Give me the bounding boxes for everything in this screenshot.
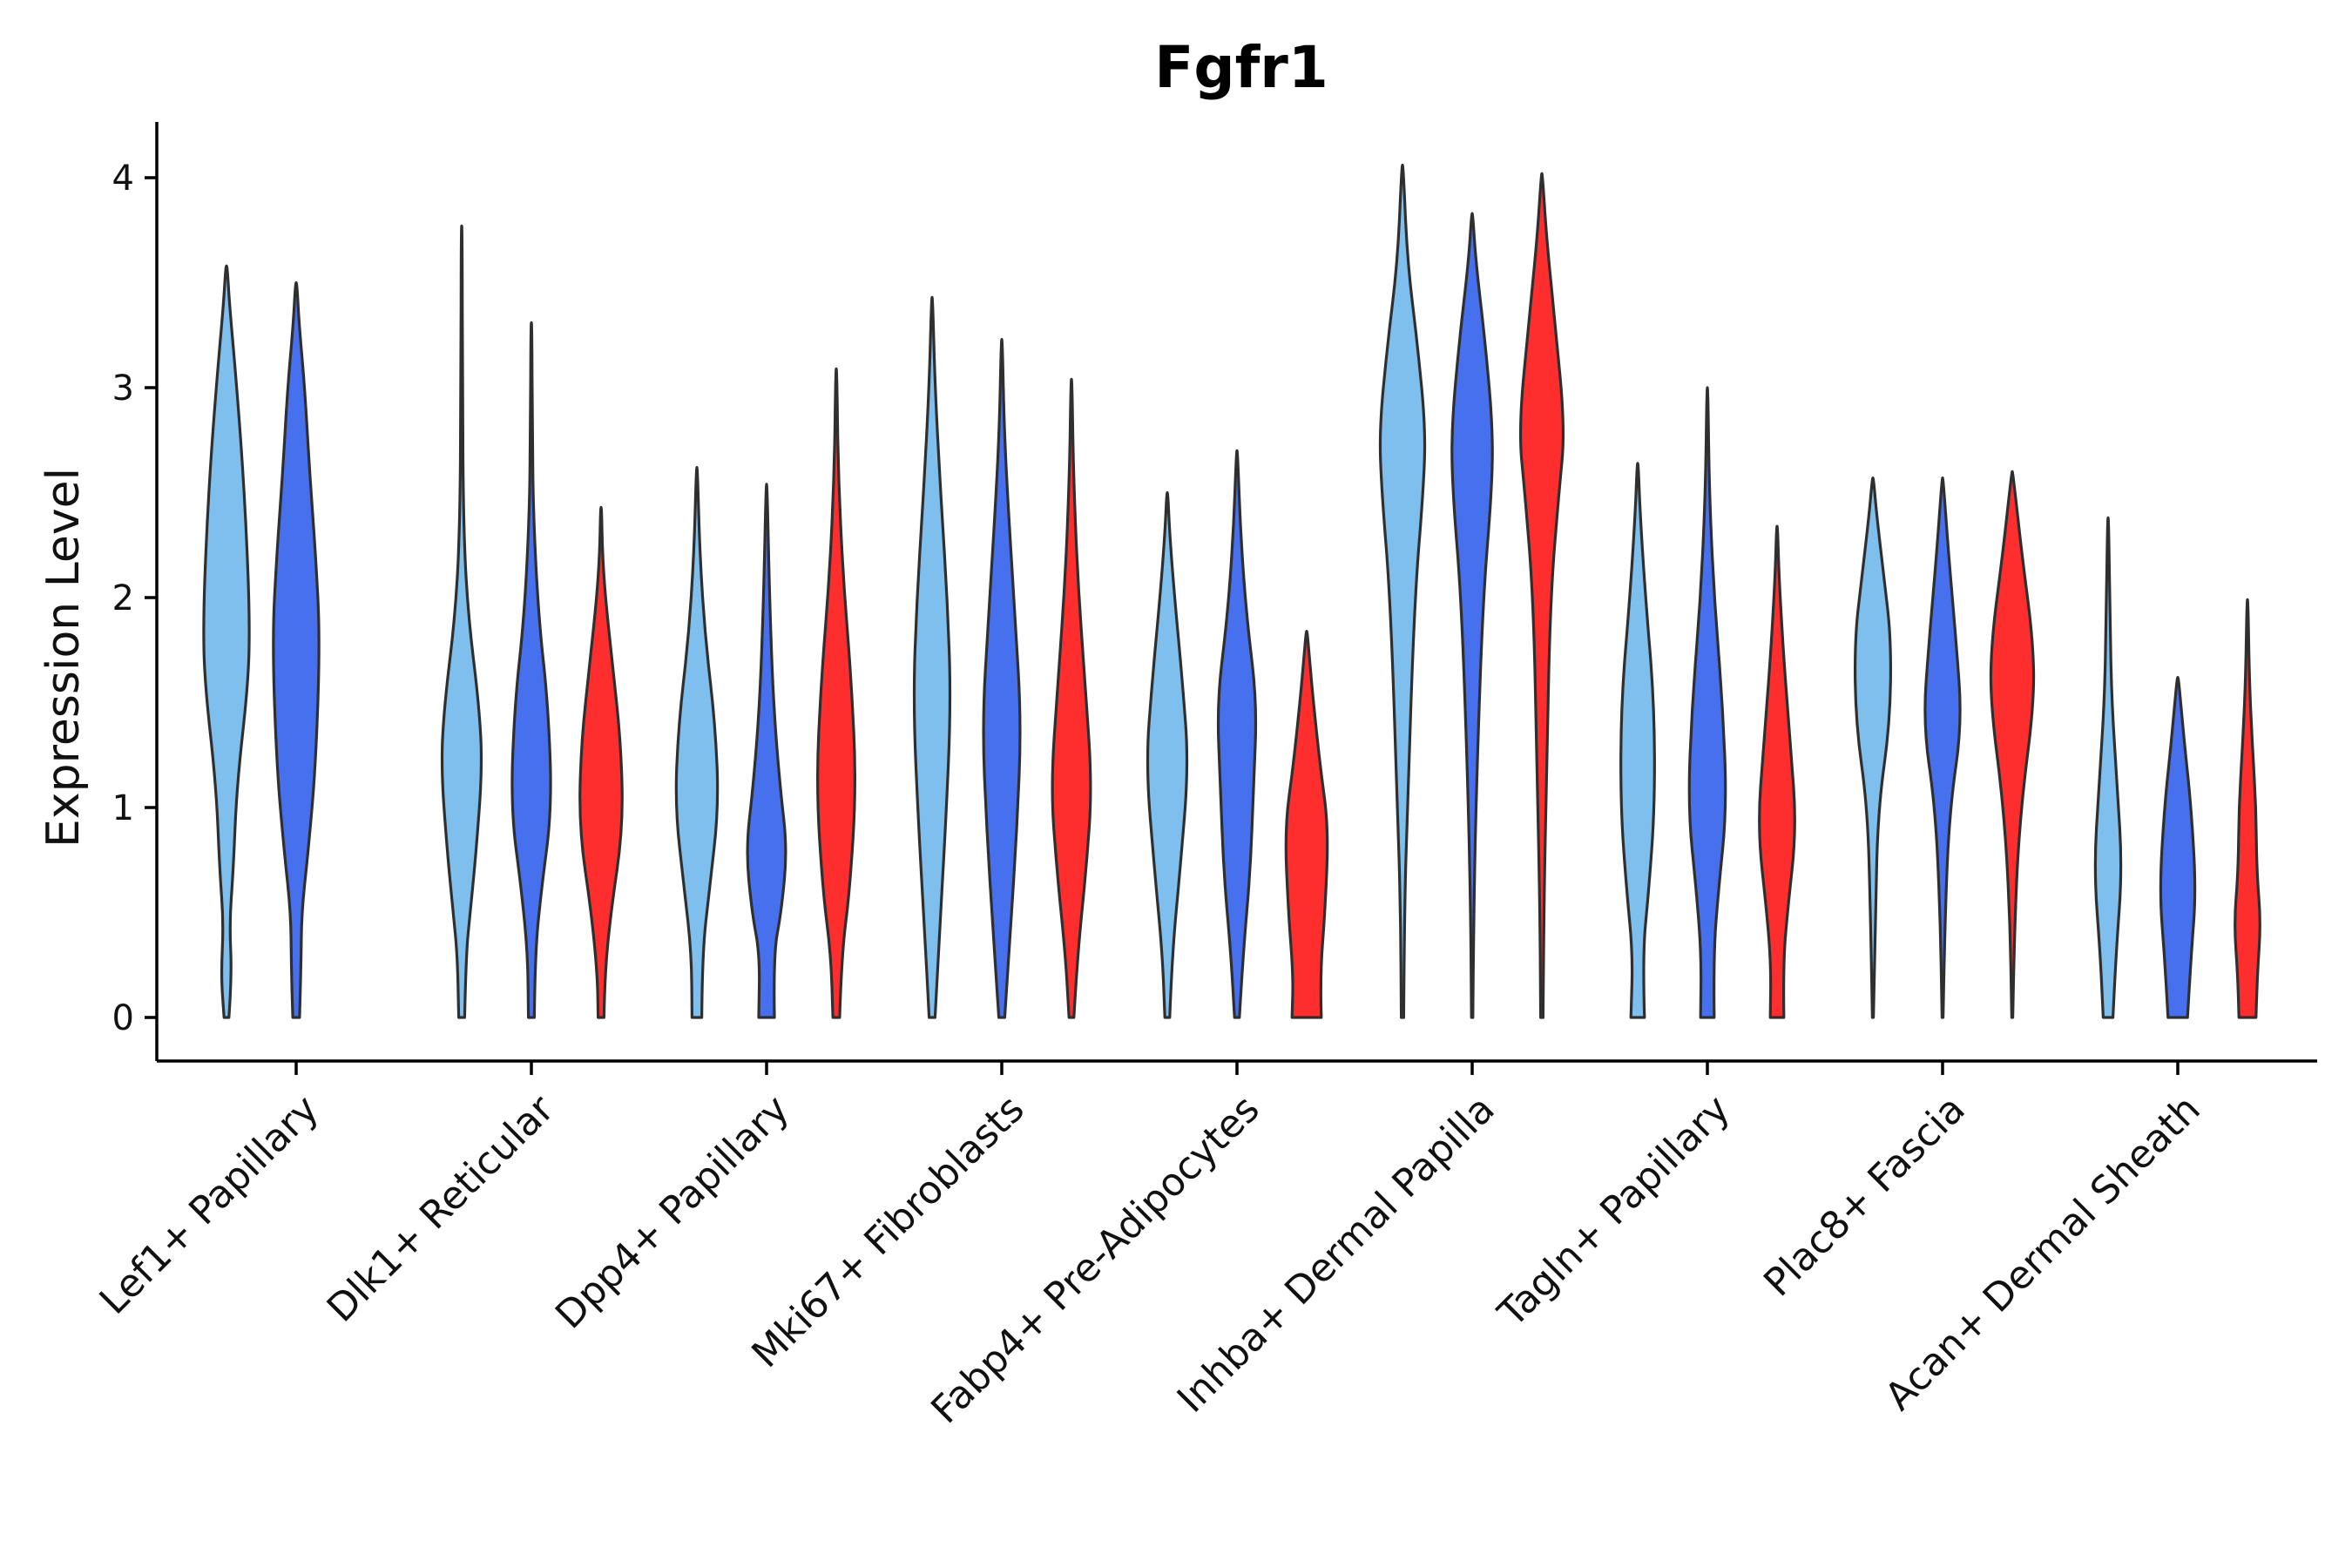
violin-plac8-fascia-group-3 (1989, 470, 2036, 1019)
x-tick-label: Dlk1+ Reticular (319, 1086, 564, 1331)
violin-fabp4-pre-adipocytes-group-2 (1216, 449, 1258, 1019)
y-tick-label: 3 (112, 368, 134, 409)
violin-acan-dermal-sheath-group-1 (2093, 516, 2123, 1019)
y-tick-label: 1 (112, 788, 134, 828)
violin-lef1-papillary-group-1 (202, 264, 251, 1019)
violin-inhba-dermal-papilla-group-1 (1378, 163, 1427, 1019)
violin-inhba-dermal-papilla-group-2 (1450, 212, 1494, 1019)
violin-dlk1-reticular-group-2 (510, 321, 552, 1019)
x-tick-label: Tagln+ Papillary (1490, 1087, 1739, 1336)
violin-inhba-dermal-papilla-group-3 (1518, 172, 1565, 1019)
violin-dpp4-papillary-group-1 (674, 466, 720, 1019)
y-tick-label: 0 (112, 998, 134, 1038)
violin-mki67-fibroblasts-group-3 (1051, 377, 1092, 1019)
violin-lef1-papillary-group-2 (272, 280, 321, 1019)
violin-dlk1-reticular-group-1 (440, 224, 483, 1019)
violin-plac8-fascia-group-1 (1854, 476, 1892, 1019)
violin-dpp4-papillary-group-3 (816, 367, 856, 1019)
y-tick-label: 2 (112, 578, 134, 618)
violin-tagln-papillary-group-3 (1758, 524, 1796, 1019)
y-axis-label: Expression Level (37, 468, 90, 848)
violin-dlk1-reticular-group-3 (578, 505, 624, 1019)
y-tick-label: 4 (112, 159, 134, 199)
chart-title: Fgfr1 (1154, 34, 1328, 101)
violin-tagln-papillary-group-2 (1687, 386, 1727, 1019)
violin-fabp4-pre-adipocytes-group-3 (1284, 630, 1329, 1019)
violin-mki67-fibroblasts-group-1 (912, 295, 952, 1019)
violin-plac8-fascia-group-2 (1923, 476, 1962, 1019)
violin-layer (202, 163, 2261, 1019)
x-tick-label: Dpp4+ Papillary (547, 1087, 798, 1338)
x-tick-label: Lef1+ Papillary (91, 1087, 328, 1323)
violin-mki67-fibroblasts-group-2 (982, 338, 1022, 1019)
x-tick-label: Plac8+ Fascia (1755, 1087, 1974, 1306)
violin-acan-dermal-sheath-group-3 (2234, 598, 2261, 1019)
violin-fabp4-pre-adipocytes-group-1 (1146, 490, 1189, 1019)
violin-acan-dermal-sheath-group-2 (2159, 676, 2197, 1019)
violin-dpp4-papillary-group-2 (746, 483, 787, 1019)
violin-tagln-papillary-group-1 (1619, 462, 1656, 1019)
